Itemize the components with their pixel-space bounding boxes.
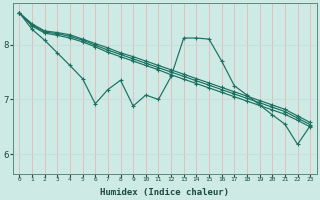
- X-axis label: Humidex (Indice chaleur): Humidex (Indice chaleur): [100, 188, 229, 197]
